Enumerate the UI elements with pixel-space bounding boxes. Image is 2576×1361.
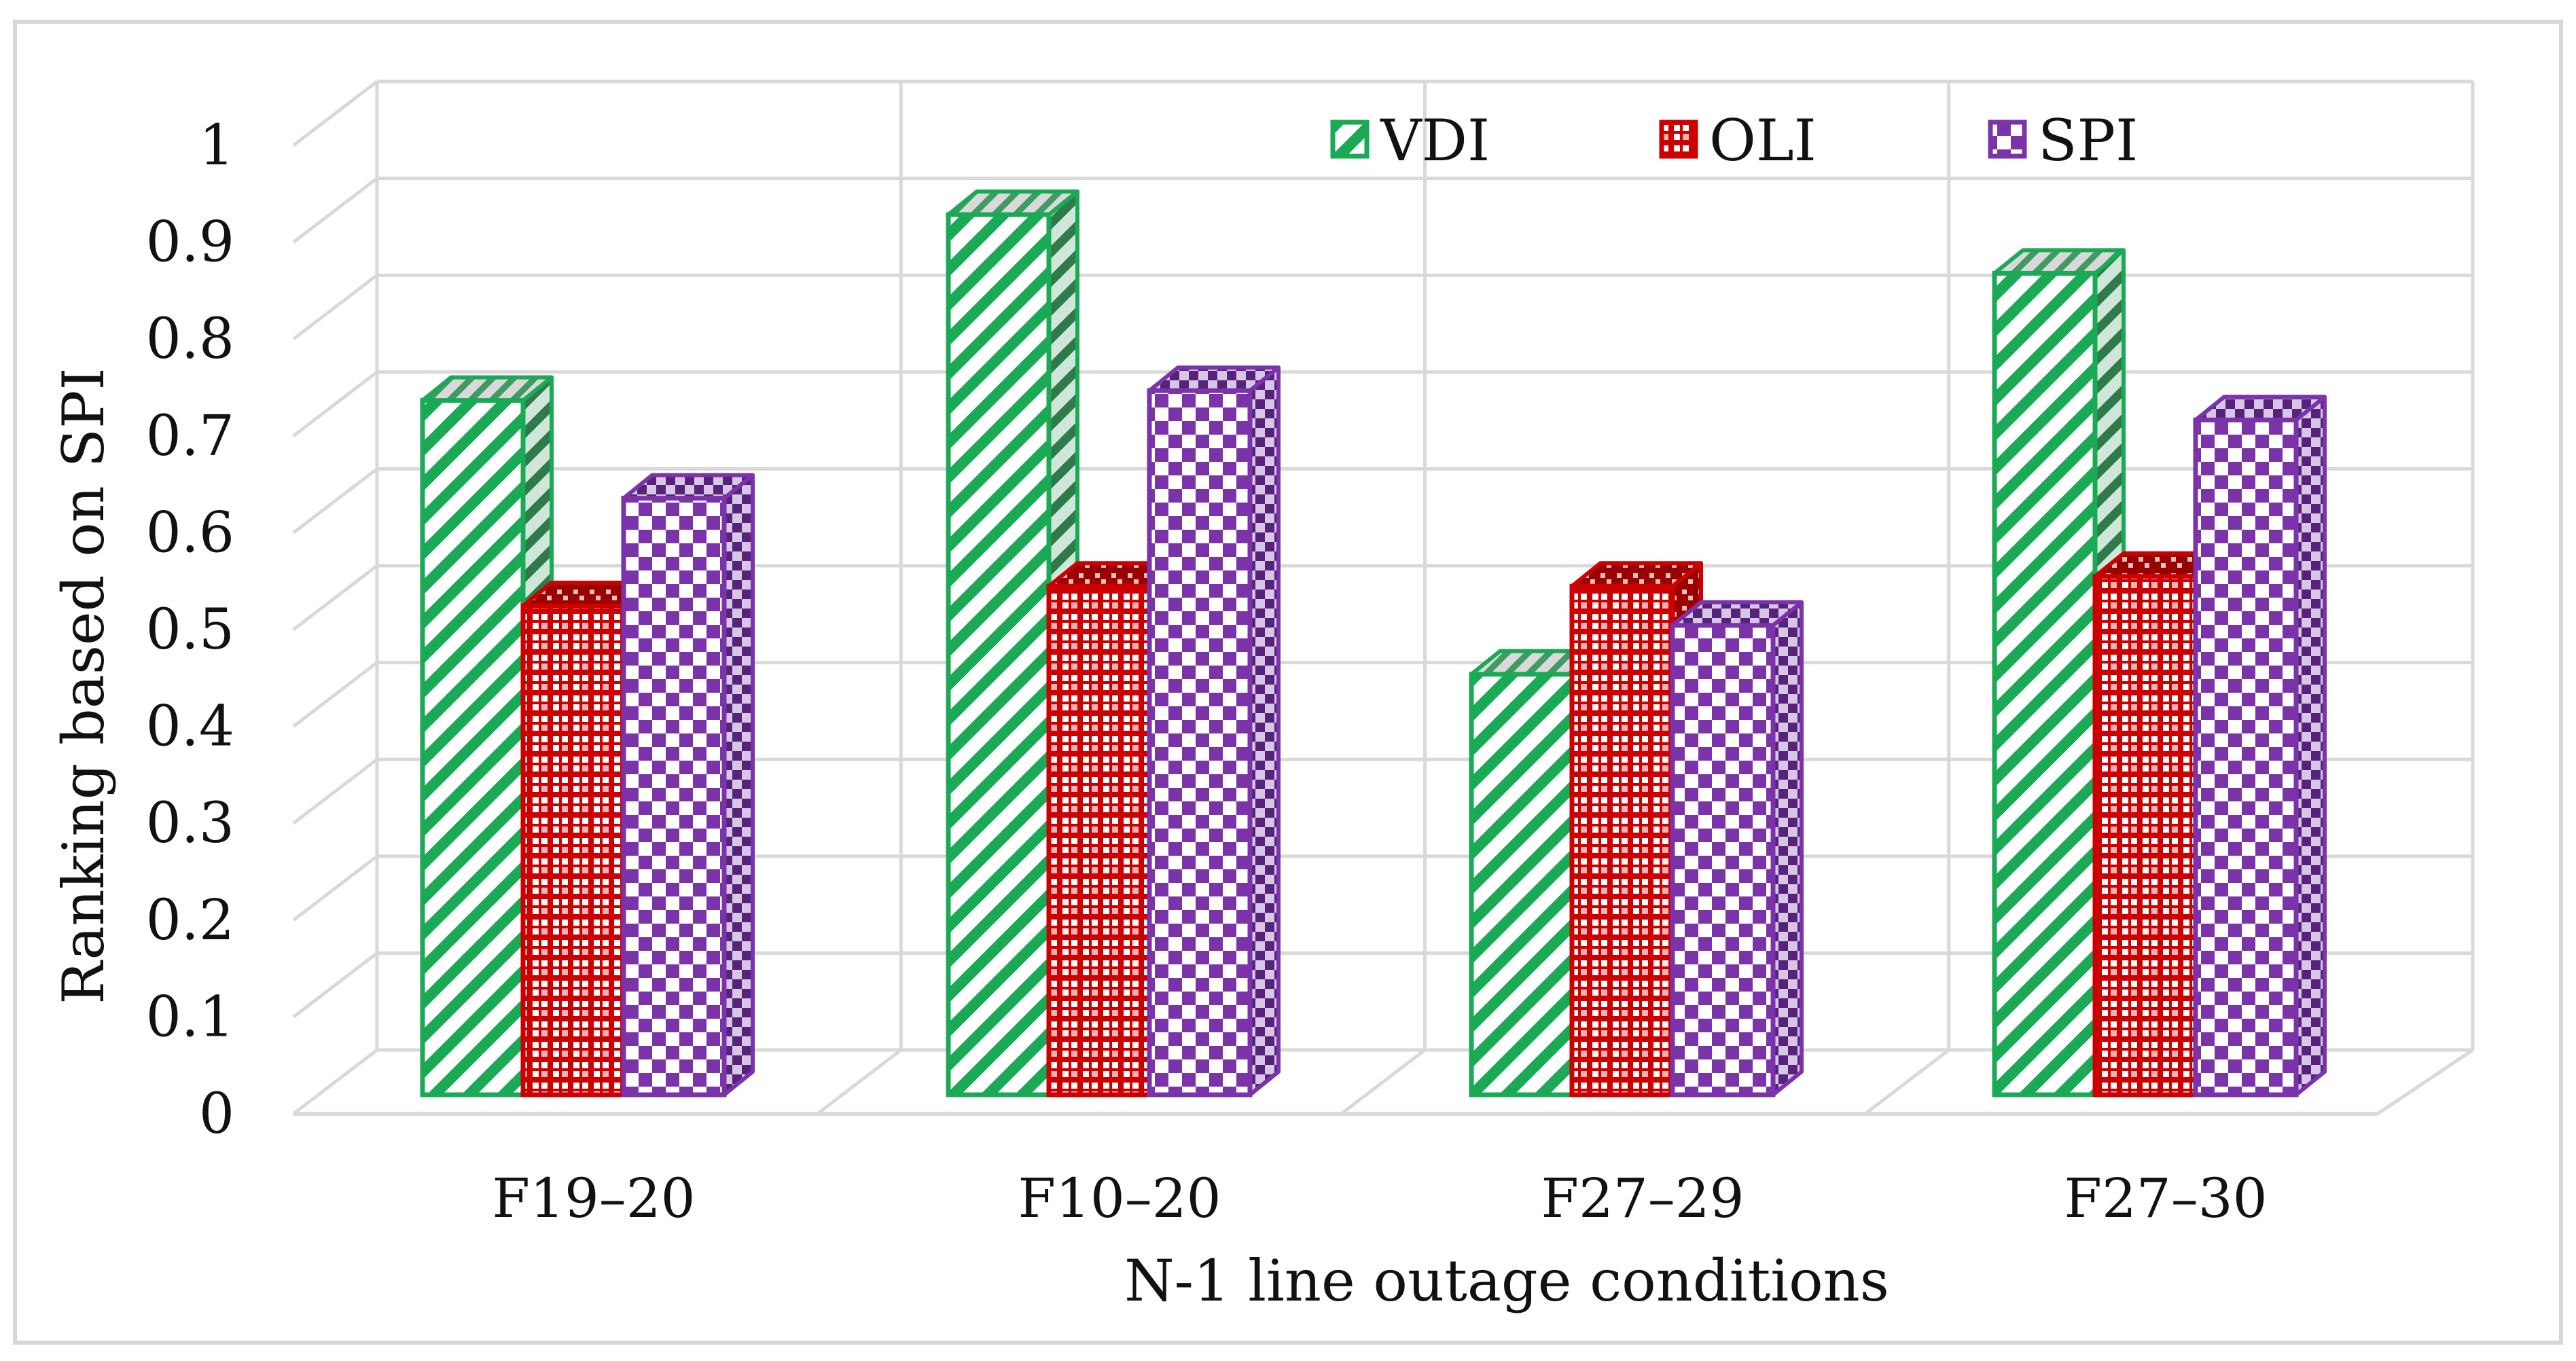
x-tick-label: F10–20 — [1018, 1167, 1221, 1230]
y-tick-label: 0.1 — [146, 985, 234, 1049]
gridline-side — [292, 274, 378, 341]
bar-front — [2193, 417, 2299, 1097]
bar-side — [722, 473, 755, 1097]
y-tick-label: 0 — [199, 1082, 234, 1146]
bar-front — [520, 603, 626, 1097]
x-tick-label: F27–30 — [2064, 1167, 2267, 1230]
bar-front — [420, 398, 526, 1097]
bar-front — [1046, 583, 1152, 1097]
y-tick-label: 0.5 — [146, 598, 234, 662]
legend-item-spi: SPI — [1988, 107, 2138, 174]
gridline-side — [292, 758, 378, 825]
y-tick-label: 0.2 — [146, 888, 234, 953]
bar-spi-3 — [1670, 600, 1804, 1097]
y-tick-label: 0.3 — [146, 791, 234, 856]
y-tick-label: 1 — [199, 113, 234, 178]
floor-divider — [1340, 1049, 1427, 1115]
chart-border — [13, 20, 2563, 1345]
gridline-side — [292, 370, 378, 437]
legend-swatch — [1330, 120, 1370, 159]
y-tick-label: 0.9 — [146, 211, 234, 275]
bar-front — [946, 212, 1052, 1097]
gridline-side — [292, 564, 378, 631]
y-axis-ticks: 0 0.1 0.2 0.3 0.4 0.5 0.6 0.7 0.8 0.9 1 — [146, 113, 234, 1146]
gridline-side — [292, 467, 378, 534]
legend-label: SPI — [2038, 107, 2138, 174]
legend-item-vdi: VDI — [1330, 107, 1490, 174]
bar-side — [1248, 365, 1281, 1097]
bar-front — [1992, 270, 2098, 1097]
x-axis-ticks: F19–20 F10–20 F27–29 F27–30 — [492, 1167, 2267, 1230]
bar-front — [621, 496, 727, 1097]
bar-front — [1469, 672, 1575, 1097]
bar-spi-4 — [2193, 395, 2327, 1097]
x-tick-label: F19–20 — [492, 1167, 695, 1230]
y-axis-title: Ranking based on SPI — [50, 367, 117, 1004]
legend-label: OLI — [1709, 107, 1817, 174]
bar-front — [1569, 583, 1675, 1097]
floor-right-edge — [2376, 1048, 2474, 1116]
legend: VDI OLI SPI — [1330, 107, 2138, 174]
gridline-side — [292, 177, 378, 244]
floor-divider — [1864, 1049, 1950, 1115]
bar-side — [2294, 395, 2327, 1097]
bar-front — [1670, 623, 1776, 1097]
legend-item-oli: OLI — [1659, 107, 1817, 174]
y-tick-label: 0.4 — [146, 695, 234, 759]
bars-layer — [420, 189, 2327, 1097]
gridline-side — [292, 854, 378, 922]
x-tick-label: F27–29 — [1541, 1167, 1744, 1230]
legend-label: VDI — [1380, 107, 1490, 174]
bar-spi-1 — [621, 473, 755, 1097]
floor-divider — [816, 1049, 902, 1115]
gridline-side — [292, 661, 378, 728]
legend-swatch — [1659, 120, 1698, 159]
y-tick-label: 0.6 — [146, 501, 234, 565]
gridline-side — [292, 1049, 378, 1115]
gridline-side — [292, 80, 378, 147]
legend-swatch — [1988, 120, 2027, 159]
bar-side — [1771, 600, 1804, 1097]
bar-front — [2092, 574, 2198, 1097]
y-tick-label: 0.7 — [146, 404, 234, 469]
bar-spi-2 — [1147, 365, 1281, 1097]
gridline-side — [292, 951, 378, 1019]
x-axis-title: N-1 line outage conditions — [1124, 1248, 1889, 1314]
y-tick-label: 0.8 — [146, 307, 234, 371]
bar-front — [1147, 388, 1253, 1097]
